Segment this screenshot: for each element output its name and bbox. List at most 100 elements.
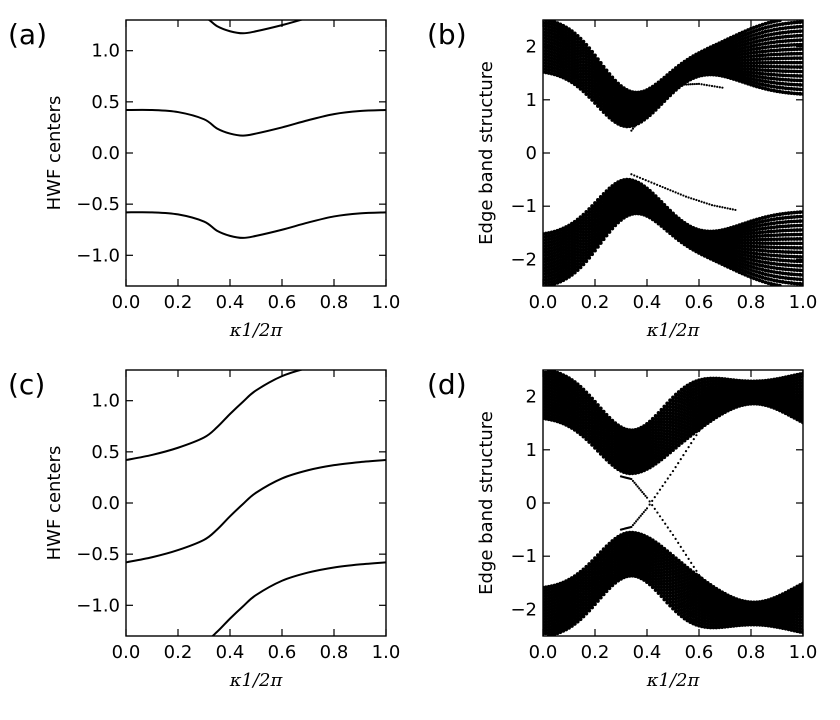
band-dot	[783, 267, 788, 272]
band-dot	[590, 61, 595, 66]
band-dot	[564, 64, 569, 69]
band-dot	[746, 241, 751, 245]
band-dot	[763, 75, 768, 80]
band-dot	[789, 267, 794, 272]
band-dot	[760, 82, 765, 87]
band-dot	[769, 245, 774, 250]
band-dot	[561, 272, 566, 277]
y-tick-label: 1.0	[91, 391, 120, 412]
band-dot	[549, 258, 554, 262]
panel-letter-d: (d)	[427, 368, 467, 401]
band-dot	[595, 239, 600, 244]
y-axis-label: HWF centers	[44, 96, 65, 211]
band-dot	[757, 263, 762, 268]
band-dot	[792, 215, 797, 219]
band-dot	[751, 248, 756, 252]
band-dot	[604, 84, 609, 89]
band-dot	[564, 258, 569, 263]
band-dot	[546, 234, 551, 239]
band-dot	[552, 275, 557, 280]
edge-dot	[638, 119, 641, 122]
band-dot	[595, 214, 600, 219]
panel-letter-b: (b)	[427, 18, 467, 51]
band-dot	[789, 73, 794, 78]
band-dot	[746, 238, 751, 242]
band-dot	[795, 250, 800, 255]
band-dot	[555, 58, 560, 62]
band-dot	[751, 251, 756, 256]
band-dot	[590, 86, 595, 91]
band-dot	[558, 267, 563, 272]
band-dot	[760, 230, 765, 235]
band-dot	[772, 229, 777, 234]
band-dot	[792, 259, 797, 264]
band-dot	[769, 269, 774, 274]
band-dot	[786, 34, 791, 39]
band-dot	[795, 228, 800, 232]
band-dot	[751, 54, 756, 58]
band-dot	[783, 254, 788, 259]
band-dot	[754, 74, 759, 79]
band-dot	[789, 56, 794, 61]
band-dot	[763, 264, 768, 269]
band-dot	[775, 39, 779, 44]
band-dot	[760, 42, 765, 46]
band-dot	[760, 34, 765, 39]
band-dot	[772, 245, 777, 250]
band-dot	[766, 83, 771, 88]
band-dot	[564, 52, 569, 57]
band-dot	[737, 240, 742, 245]
band-dot	[569, 56, 574, 61]
band-dot	[578, 229, 583, 234]
band-dot	[561, 75, 566, 80]
x-axis-label: κ1/2π	[229, 670, 284, 691]
plot-area-b	[543, 20, 803, 286]
band-dot	[546, 243, 551, 248]
band-dot	[593, 217, 597, 222]
band-dot	[598, 69, 603, 74]
band-dot	[595, 203, 600, 208]
band-dot	[766, 253, 771, 257]
band-dot	[607, 79, 612, 84]
band-dot	[567, 33, 571, 38]
band-dot	[593, 101, 597, 105]
band-dot	[763, 241, 768, 246]
band-dot	[590, 95, 595, 100]
band-dot	[584, 221, 589, 226]
x-tick-label: 0.0	[529, 292, 558, 313]
band-dot	[575, 226, 580, 231]
band-dot	[795, 78, 800, 83]
band-dot	[795, 33, 800, 38]
band-dot	[575, 232, 580, 237]
edge-dot	[713, 204, 716, 207]
band-dot	[598, 101, 603, 106]
band-dot	[789, 51, 794, 56]
band-dot	[786, 267, 791, 272]
band-dot	[775, 266, 779, 271]
edge-dot	[666, 188, 669, 191]
band-dot	[590, 98, 595, 102]
band-dot	[567, 229, 571, 234]
band-dot	[546, 61, 551, 66]
band-dot	[595, 76, 600, 81]
band-dot	[780, 52, 785, 57]
band-dot	[552, 235, 557, 240]
band-dot	[604, 233, 609, 238]
band-dot	[777, 220, 782, 225]
band-dot	[561, 266, 566, 270]
band-dot	[564, 77, 569, 81]
band-dot	[789, 34, 794, 39]
band-dot	[561, 257, 566, 261]
band-dot	[572, 252, 577, 257]
band-dot	[590, 83, 595, 88]
band-dot	[578, 81, 583, 85]
band-dot	[757, 244, 762, 249]
band-dot	[601, 194, 606, 199]
band-dot	[601, 75, 606, 80]
x-tick-label: 0.2	[581, 292, 610, 313]
band-dot	[595, 93, 600, 98]
band-dot	[546, 49, 551, 54]
band-dot	[567, 42, 571, 47]
x-tick-label: 0.8	[320, 642, 349, 663]
band-dot	[561, 253, 566, 258]
